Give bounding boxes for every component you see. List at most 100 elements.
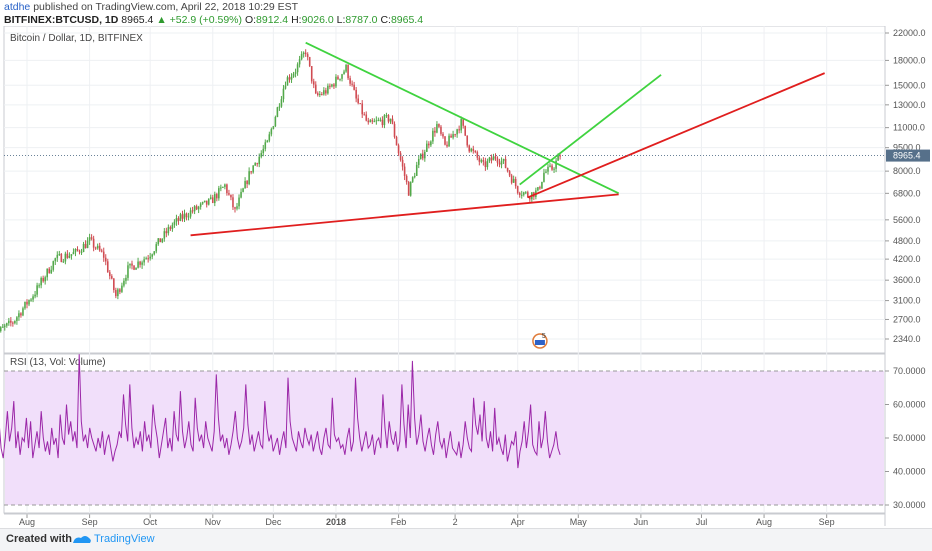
candle-body	[490, 157, 493, 161]
candle-body	[512, 178, 515, 183]
candle-body	[426, 143, 428, 152]
candle-body	[294, 72, 297, 74]
candle-body	[203, 200, 206, 203]
last-price: 8965.4	[121, 14, 154, 26]
candle-body	[207, 198, 210, 205]
candle-body	[381, 119, 384, 126]
candle-body	[119, 289, 121, 292]
candle-body	[492, 156, 495, 161]
close-value: 8965.4	[390, 14, 424, 26]
candle-body	[349, 78, 351, 84]
current-price-label: 8965.4	[893, 151, 921, 161]
candle-body	[14, 320, 16, 324]
candle-body	[90, 237, 93, 239]
chart-area[interactable]: 22000.0 18000.0 15000.0 13000.0 11000.0 9500.…	[0, 26, 932, 528]
candle-body	[502, 158, 505, 161]
candle-body	[139, 261, 141, 265]
candle-body	[173, 221, 176, 225]
candle-body	[185, 213, 188, 218]
y-tick-label: 2340.0	[893, 334, 921, 344]
publish-info: atdhe published on TradingView.com, Apri…	[4, 1, 298, 13]
candle-body	[270, 129, 273, 135]
candle-body	[54, 258, 57, 262]
candle-body	[405, 175, 408, 183]
candle-body	[205, 200, 208, 205]
candle-body	[280, 99, 283, 107]
candle-body	[189, 210, 192, 217]
candle-body	[197, 206, 200, 210]
candle-body	[242, 188, 244, 192]
low-value: 8787.0	[345, 14, 378, 26]
candle-body	[256, 163, 259, 165]
author-link[interactable]: atdhe	[4, 1, 31, 13]
x-tick-label: May	[570, 517, 588, 527]
candle-body	[537, 187, 539, 191]
x-tick-label: Aug	[19, 517, 35, 527]
candle-body	[0, 327, 2, 332]
candle-body	[417, 158, 420, 165]
symbol-label: BITFINEX:BTCUSD, 1D	[4, 14, 119, 26]
event-marker-flag	[534, 340, 545, 345]
candle-body	[367, 120, 370, 123]
candle-body	[149, 256, 151, 259]
candle-body	[147, 258, 149, 260]
candle-body	[115, 290, 117, 297]
candle-body	[389, 118, 392, 122]
candle-body	[498, 162, 501, 165]
candle-body	[143, 259, 145, 263]
rsi-y-tick-label: 50.0000	[893, 433, 926, 443]
candle-body	[34, 294, 36, 297]
candle-body	[286, 77, 289, 86]
red-trendline	[527, 72, 825, 199]
candle-body	[220, 187, 222, 189]
candle-body	[66, 253, 69, 258]
candle-body	[557, 155, 559, 161]
rsi-y-tick-label: 60.0000	[893, 400, 926, 410]
candle-body	[337, 76, 339, 80]
candle-body	[6, 323, 8, 326]
candle-body	[314, 84, 317, 94]
candle-body	[58, 254, 61, 256]
candle-body	[369, 120, 372, 123]
candle-body	[157, 238, 160, 245]
candle-body	[543, 172, 545, 182]
rsi-y-tick-label: 40.0000	[893, 467, 926, 477]
y-tick-label: 8000.0	[893, 166, 921, 176]
close-label: C:	[380, 14, 391, 26]
candle-body	[541, 181, 543, 189]
candle-body	[432, 130, 434, 142]
candle-body	[430, 141, 432, 146]
candle-body	[319, 94, 321, 96]
candle-body	[482, 160, 485, 162]
candle-body	[440, 126, 442, 134]
y-tick-label: 9500.0	[893, 143, 921, 153]
candle-body	[226, 184, 228, 194]
tradingview-link[interactable]: TradingView	[94, 533, 155, 545]
candle-body	[444, 136, 446, 145]
candle-body	[167, 227, 170, 234]
candle-body	[10, 320, 12, 323]
candle-body	[296, 64, 299, 73]
candle-body	[518, 192, 521, 195]
candle-body	[133, 265, 135, 270]
candle-body	[335, 76, 337, 87]
candle-body	[40, 278, 42, 286]
candle-body	[325, 90, 327, 94]
candle-body	[446, 144, 448, 147]
candle-body	[218, 188, 220, 199]
candle-body	[424, 151, 426, 159]
candle-body	[92, 238, 95, 248]
candle-body	[82, 243, 85, 253]
candle-body	[88, 237, 91, 241]
y-tick-label: 4800.0	[893, 236, 921, 246]
candle-body	[379, 119, 382, 121]
candle-body	[145, 258, 147, 260]
candle-body	[60, 254, 63, 262]
candle-body	[278, 106, 281, 108]
x-tick-label: Jul	[696, 517, 708, 527]
candle-body	[415, 164, 418, 176]
rsi-y-tick-label: 30.0000	[893, 500, 926, 510]
candle-body	[347, 64, 349, 79]
candle-body	[321, 94, 323, 96]
candle-body	[333, 84, 335, 87]
